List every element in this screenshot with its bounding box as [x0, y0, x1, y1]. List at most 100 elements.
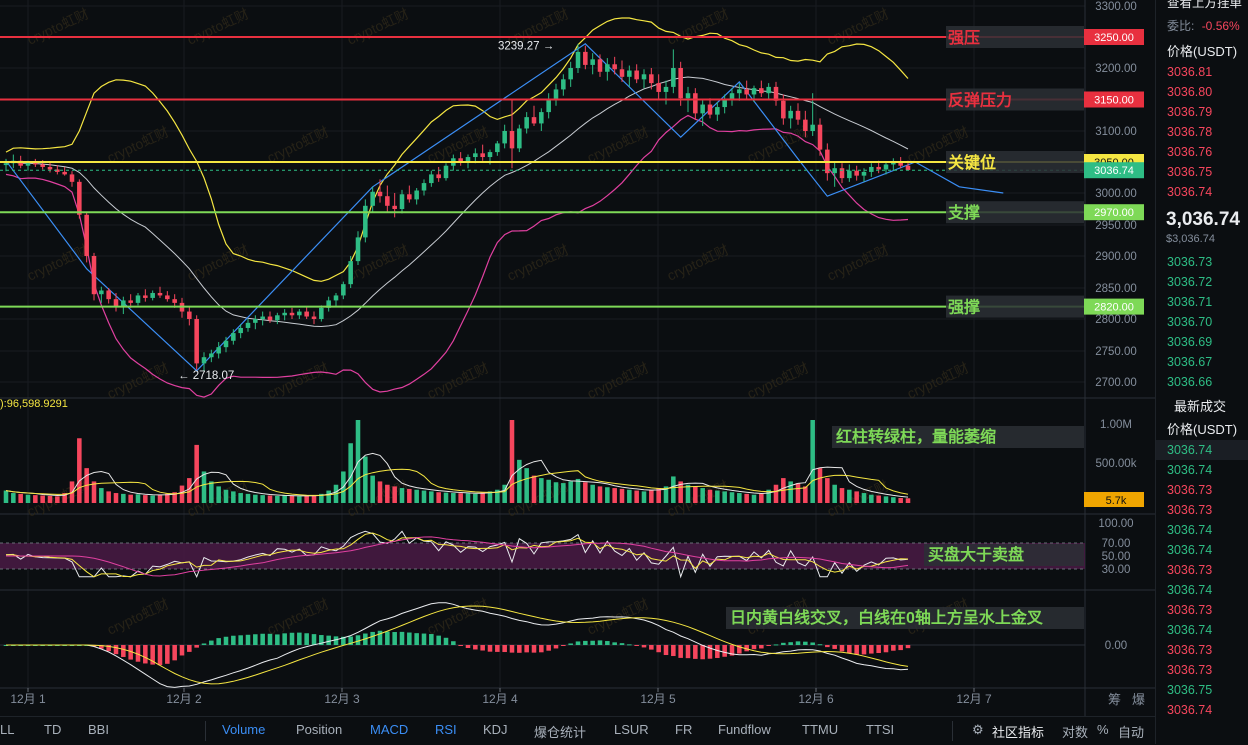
tab-indicator[interactable]: 爆仓统计 — [534, 725, 587, 740]
axis-option-1[interactable]: % — [1097, 722, 1109, 737]
ask-price-row[interactable]: 3036.78 — [1167, 125, 1213, 139]
trade-price-row[interactable]: 3036.73 — [1167, 483, 1213, 497]
volume-bar — [649, 489, 654, 503]
candle-body — [282, 312, 287, 316]
volume-bar — [810, 420, 815, 503]
ask-price-row[interactable]: 3036.79 — [1167, 105, 1213, 119]
candle-body — [619, 69, 625, 77]
trade-price-row[interactable]: 3036.74 — [1167, 583, 1213, 597]
tab-bbi[interactable]: BBI — [88, 722, 109, 737]
trade-price-row[interactable]: 3036.73 — [1167, 563, 1213, 577]
macd-histogram-bar — [216, 638, 221, 645]
candle-body — [531, 117, 537, 124]
trade-price-row[interactable]: 3036.74 — [1167, 543, 1213, 557]
bid-price-row[interactable]: 3036.73 — [1167, 255, 1213, 269]
ask-price-row[interactable]: 3036.80 — [1167, 85, 1213, 99]
volume-bar — [869, 494, 874, 503]
trade-price-row[interactable]: 3036.74 — [1167, 703, 1213, 717]
candle-body — [671, 68, 676, 87]
community-indicators-button[interactable]: 社区指标 — [992, 725, 1045, 740]
volume-bar — [304, 495, 309, 503]
rsi-axis-tick: 100.00 — [1098, 518, 1133, 530]
tab-indicator[interactable]: Fundflow — [718, 722, 771, 737]
tab-indicator[interactable]: LSUR — [614, 722, 649, 737]
volume-bar — [700, 488, 705, 503]
bid-price-row[interactable]: 3036.69 — [1167, 335, 1213, 349]
price-axis-tick: 3200.00 — [1095, 63, 1137, 75]
bid-price-row[interactable]: 3036.70 — [1167, 315, 1213, 329]
tab-indicator[interactable]: TTMU — [802, 722, 839, 737]
ask-price-row[interactable]: 3036.74 — [1167, 185, 1213, 199]
candle-body — [480, 153, 485, 158]
volume-bar — [253, 494, 258, 503]
macd-histogram-bar — [531, 645, 537, 653]
volume-header: ):96,598.9291 — [0, 398, 68, 410]
trade-price-row[interactable]: 3036.73 — [1167, 503, 1213, 517]
trade-price-row[interactable]: 3036.74 — [1167, 523, 1213, 537]
axis-option-0[interactable]: 对数 — [1062, 725, 1089, 740]
trade-price-row[interactable]: 3036.73 — [1167, 603, 1213, 617]
volume-bar — [737, 493, 742, 503]
macd-annotation-bg — [726, 607, 1084, 629]
tab-indicator[interactable]: KDJ — [483, 722, 508, 737]
volume-bar — [671, 476, 676, 503]
order-book-top-link[interactable]: 查看上方挂单 — [1167, 0, 1243, 10]
tab-indicator[interactable]: TTSI — [866, 722, 895, 737]
volume-bar — [803, 486, 808, 503]
axis-option-2[interactable]: 自动 — [1118, 725, 1145, 740]
bid-price-row[interactable]: 3036.71 — [1167, 295, 1213, 309]
level-price-label: 3150.00 — [1094, 95, 1134, 107]
candlestick-chart[interactable]: crypto虹财 crypto虹财 crypto虹财 crypto虹财 crypto虹财… — [0, 0, 1155, 716]
macd-histogram-bar — [282, 633, 287, 645]
volume-bar — [429, 491, 434, 503]
bid-price-row[interactable]: 3036.66 — [1167, 375, 1213, 389]
ask-price-row[interactable]: 3036.75 — [1167, 165, 1213, 179]
bid-price-row[interactable]: 3036.72 — [1167, 275, 1213, 289]
volume-bar — [62, 493, 67, 503]
candle-body — [905, 165, 911, 171]
volume-bar — [275, 495, 280, 503]
tab-indicator[interactable]: Volume — [222, 722, 266, 737]
level-label-bg — [946, 295, 1084, 318]
volume-bar — [209, 481, 214, 503]
tab-indicator[interactable]: MACD — [370, 722, 409, 737]
macd-histogram-bar — [817, 644, 823, 646]
candle-body — [121, 300, 126, 307]
candle-body — [84, 214, 89, 256]
candle-body — [649, 74, 654, 84]
trade-price-row[interactable]: 3036.73 — [1167, 643, 1213, 657]
macd-histogram-bar — [157, 645, 163, 666]
tab-indicator[interactable]: Position — [296, 722, 343, 737]
macd-histogram-bar — [194, 645, 199, 648]
volume-bar — [121, 493, 126, 503]
candle-body — [40, 164, 45, 167]
bid-price-row[interactable]: 3036.67 — [1167, 355, 1213, 369]
trade-price-row[interactable]: 3036.73 — [1167, 663, 1213, 677]
tab-td[interactable]: TD — [44, 722, 62, 737]
corner-label: 筹 — [1108, 692, 1121, 707]
volume-bar — [524, 468, 529, 503]
trade-price-row[interactable]: 3036.75 — [1167, 683, 1213, 697]
recent-trades-title[interactable]: 最新成交 — [1174, 399, 1227, 414]
volume-bar — [297, 496, 302, 503]
macd-histogram-bar — [619, 643, 625, 645]
chart-area[interactable]: crypto虹财 crypto虹财 crypto虹财 crypto虹财 crypto虹财… — [0, 0, 1155, 716]
volume-bar — [436, 492, 441, 503]
macd-histogram-bar — [429, 634, 434, 645]
volume-current-label: 5.7k — [1106, 495, 1127, 507]
trade-price-row[interactable]: 3036.74 — [1167, 623, 1213, 637]
tab-ll[interactable]: LL — [0, 722, 15, 737]
volume-bar — [91, 481, 97, 503]
candle-body — [355, 237, 361, 262]
trade-price-row[interactable]: 3036.74 — [1156, 440, 1248, 460]
candle-body — [861, 171, 867, 176]
ask-price-row[interactable]: 3036.76 — [1167, 145, 1213, 159]
candle-body — [311, 316, 317, 319]
ask-price-row[interactable]: 3036.81 — [1167, 65, 1213, 79]
indicator-settings-icon[interactable]: ⚙ — [972, 722, 984, 737]
volume-bar — [319, 493, 324, 503]
tab-indicator[interactable]: RSI — [435, 722, 457, 737]
trade-price-row[interactable]: 3036.74 — [1167, 463, 1213, 477]
macd-histogram-bar — [883, 645, 889, 653]
tab-indicator[interactable]: FR — [675, 722, 693, 737]
